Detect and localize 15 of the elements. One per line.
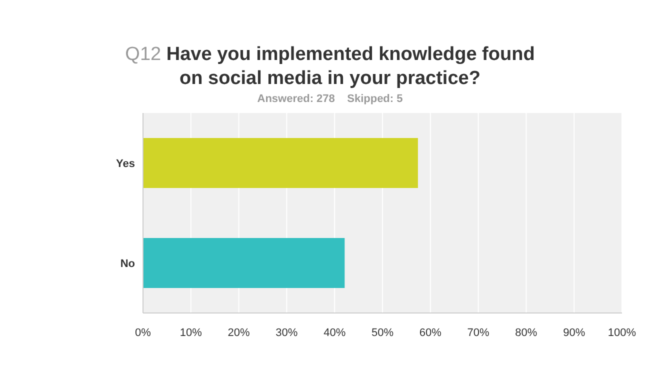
x-tick-label: 40% [324, 327, 346, 339]
x-tick-label: 60% [419, 327, 442, 339]
x-tick-label: 10% [180, 327, 202, 339]
x-tick-label: 20% [228, 327, 250, 339]
x-tick-label: 30% [276, 327, 298, 339]
chart-title: Q12 Have you implemented knowledge found on social media in your practice? [125, 44, 535, 89]
x-tick-label: 100% [608, 327, 636, 339]
x-tick-label: 80% [515, 327, 538, 339]
x-tick-label: 70% [467, 327, 490, 339]
x-tick-label: 50% [371, 327, 394, 339]
x-tick-label: 0% [135, 327, 152, 339]
y-tick-label: No [120, 258, 136, 270]
y-tick-label: Yes [116, 158, 135, 170]
chart-subtitle: Answered: 278 Skipped: 5 [257, 93, 403, 105]
x-tick-label: 90% [563, 327, 586, 339]
